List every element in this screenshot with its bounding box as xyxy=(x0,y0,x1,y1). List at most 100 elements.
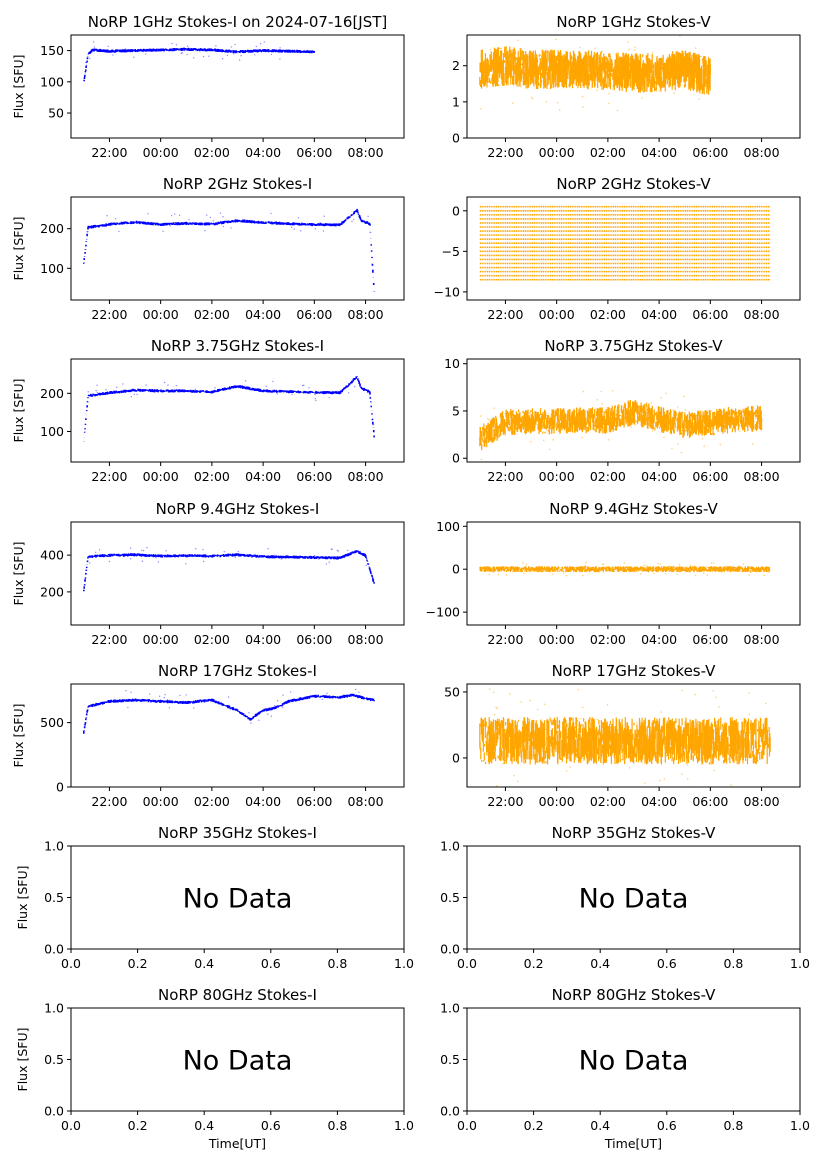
outlier-point xyxy=(279,47,281,49)
outlier-point xyxy=(577,688,580,691)
outlier-point xyxy=(695,567,697,569)
y-tick-label: 0 xyxy=(56,780,64,795)
y-tick-label: 150 xyxy=(40,43,64,58)
outlier-point xyxy=(144,53,147,55)
x-tick-label: 00:00 xyxy=(143,632,179,647)
outlier-point xyxy=(531,97,534,100)
outlier-point xyxy=(165,550,167,552)
outlier-point xyxy=(539,419,542,421)
outlier-point xyxy=(170,214,173,217)
subplot-title: NoRP 1GHz Stokes-I on 2024-07-16[JST] xyxy=(88,13,388,31)
outlier-point xyxy=(328,392,331,394)
y-tick-label: 0.5 xyxy=(44,1052,64,1067)
outlier-point xyxy=(594,47,596,50)
axes-frame xyxy=(70,196,405,301)
outlier-point xyxy=(146,546,148,549)
outlier-point xyxy=(536,59,539,62)
outlier-point xyxy=(544,703,546,706)
x-tick-label: 06:00 xyxy=(692,145,728,160)
outlier-point xyxy=(343,694,345,696)
outlier-point xyxy=(585,561,587,564)
outlier-point xyxy=(596,398,599,401)
y-tick-label: 100 xyxy=(40,74,64,89)
outlier-point xyxy=(328,561,330,563)
outlier-point xyxy=(681,689,683,692)
y-tick-label: 0 xyxy=(452,750,460,765)
x-tick-label: 22:00 xyxy=(487,145,523,160)
outlier-point xyxy=(584,565,587,567)
subplot-title: NoRP 3.75GHz Stokes-I xyxy=(151,337,324,355)
subplot-9: NoRP 17GHz Stokes-V 22:00 00:00 02:00 04:00 0… xyxy=(444,662,801,809)
outlier-point xyxy=(94,551,97,554)
outlier-point xyxy=(612,736,614,738)
outlier-point xyxy=(595,566,597,569)
outlier-point xyxy=(212,220,214,222)
outlier-point xyxy=(530,96,533,99)
outlier-point xyxy=(186,53,188,56)
outlier-point xyxy=(280,558,283,560)
y-tick-label: 5 xyxy=(452,403,460,418)
y-tick-label: 200 xyxy=(40,584,64,599)
outlier-point xyxy=(282,694,284,696)
x-tick-label: 22:00 xyxy=(487,632,523,647)
outlier-point xyxy=(551,573,554,576)
outlier-point xyxy=(748,692,750,694)
outlier-point xyxy=(92,41,95,43)
outlier-point xyxy=(234,43,236,46)
data-series xyxy=(479,205,771,281)
outlier-point xyxy=(497,573,500,576)
outlier-point xyxy=(158,695,161,697)
outlier-point xyxy=(129,547,132,549)
subplot-title: NoRP 17GHz Stokes-I xyxy=(158,662,317,680)
x-tick-label: 06:00 xyxy=(296,632,332,647)
outlier-point xyxy=(347,549,349,552)
outlier-point xyxy=(754,417,757,420)
y-tick-label: 200 xyxy=(40,221,64,236)
y-tick-label: 100 xyxy=(40,261,64,276)
outlier-point xyxy=(480,55,483,57)
outlier-point xyxy=(185,694,187,696)
outlier-point xyxy=(147,213,149,215)
subplot-title: NoRP 17GHz Stokes-V xyxy=(552,662,717,680)
x-tick-label: 22:00 xyxy=(487,469,523,484)
outlier-point xyxy=(684,409,687,411)
outlier-point xyxy=(659,779,661,782)
outlier-point xyxy=(314,228,317,230)
outlier-point xyxy=(618,57,621,59)
x-axis-label: Time[UT] xyxy=(604,1136,662,1151)
outlier-point xyxy=(727,406,730,409)
outlier-point xyxy=(141,560,144,562)
outlier-point xyxy=(293,228,295,230)
outlier-point xyxy=(652,426,655,429)
outlier-point xyxy=(174,213,176,215)
data-series xyxy=(83,688,375,734)
outlier-point xyxy=(677,567,680,570)
outlier-point xyxy=(202,560,205,563)
outlier-point xyxy=(756,719,758,722)
outlier-point xyxy=(520,85,522,88)
x-tick-label: 02:00 xyxy=(194,632,230,647)
outlier-point xyxy=(302,384,304,387)
subplot-6: NoRP 9.4GHz Stokes-I 22:00 00:00 02:00 04:00… xyxy=(11,500,405,647)
outlier-point xyxy=(480,458,483,461)
outlier-point xyxy=(689,564,692,567)
outlier-point xyxy=(88,57,91,59)
outlier-point xyxy=(596,89,598,92)
outlier-point xyxy=(521,561,524,564)
outlier-point xyxy=(330,548,333,551)
y-tick-label: 0 xyxy=(452,203,460,218)
outlier-point xyxy=(665,392,667,395)
outlier-point xyxy=(157,561,160,563)
outlier-point xyxy=(276,393,278,395)
x-tick-label: 04:00 xyxy=(245,794,281,809)
outlier-point xyxy=(524,566,526,569)
x-tick-label: 06:00 xyxy=(296,794,332,809)
y-tick-label: 0 xyxy=(452,562,460,577)
axes-frame xyxy=(70,358,405,463)
x-tick-label: 04:00 xyxy=(641,307,677,322)
outlier-point xyxy=(581,95,584,98)
outlier-point xyxy=(664,80,667,83)
outlier-point xyxy=(322,695,325,698)
x-tick-label: 0.2 xyxy=(524,956,544,971)
outlier-point xyxy=(206,214,208,216)
